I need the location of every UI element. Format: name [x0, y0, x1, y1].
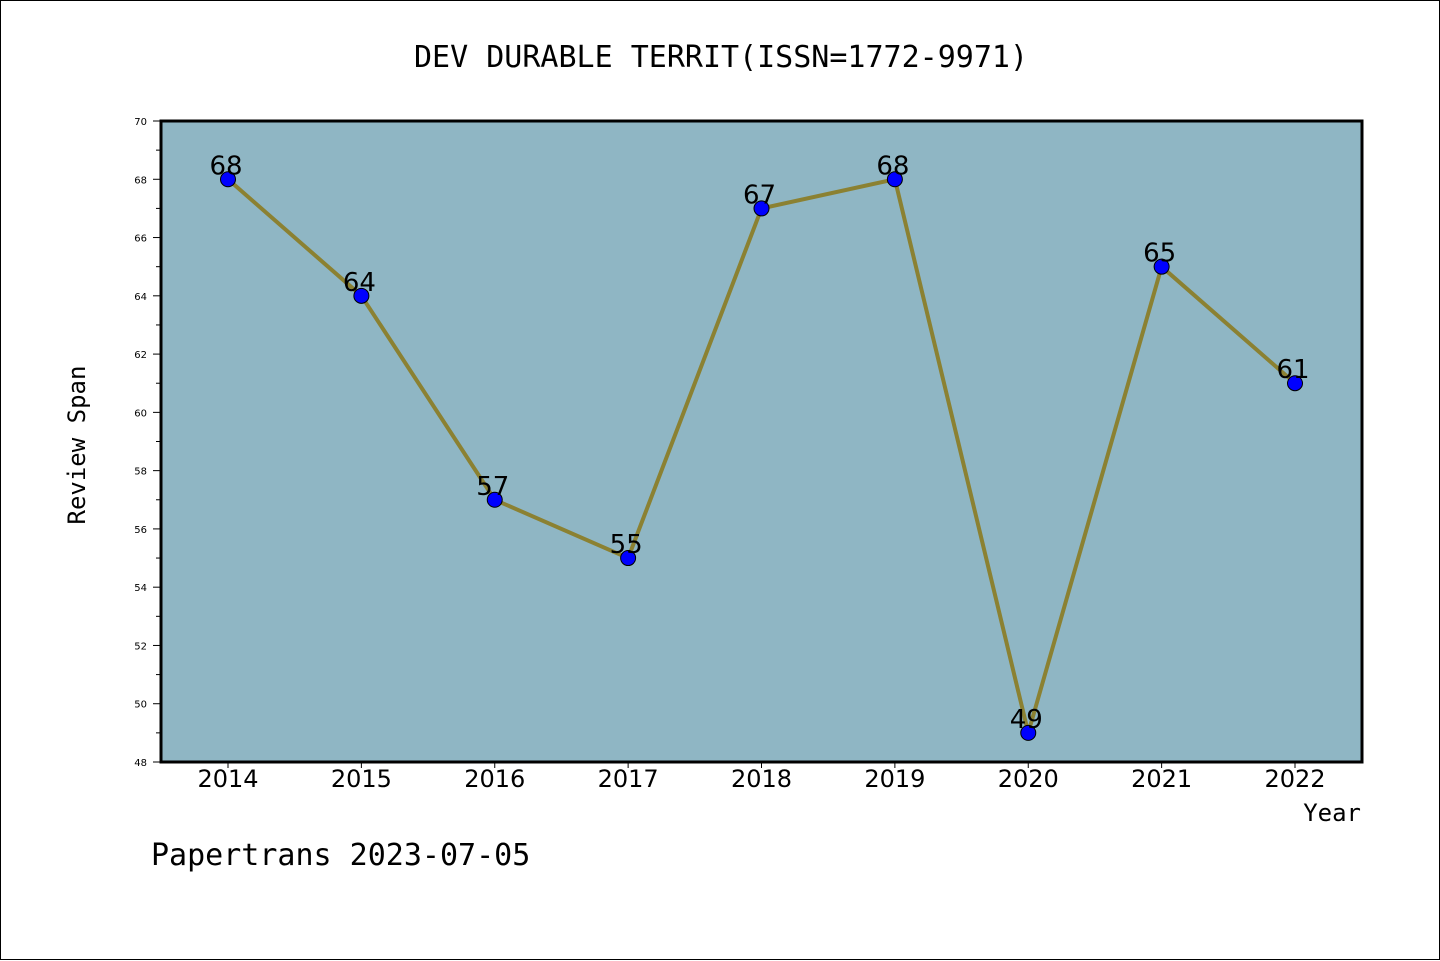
- x-tick-label: 2017: [598, 765, 659, 793]
- data-point: [1153, 258, 1170, 275]
- data-label: 68: [209, 151, 242, 181]
- y-tick-label: 50: [134, 700, 147, 711]
- data-point: [753, 200, 770, 217]
- y-tick-label: 52: [134, 641, 147, 652]
- data-label: 67: [743, 180, 776, 210]
- y-tick-label: 48: [134, 758, 147, 769]
- y-tick-label: 66: [134, 234, 147, 245]
- data-point: [1287, 375, 1303, 392]
- data-label: 64: [343, 268, 376, 298]
- y-tick-label: 54: [134, 583, 147, 594]
- y-tick-label: 58: [134, 467, 147, 478]
- x-tick-label: 2016: [464, 765, 525, 793]
- y-tick-label: 68: [134, 175, 147, 186]
- data-label: 55: [610, 530, 643, 560]
- y-tick-label: 56: [134, 525, 147, 536]
- data-label: 49: [1010, 705, 1043, 735]
- x-axis: 2014 2015 2016 2017 2018 2019 2020 2021 2022: [197, 762, 1326, 793]
- y-tick-label: 64: [134, 292, 147, 303]
- x-tick-label: 2021: [1131, 765, 1192, 793]
- x-tick-label: 2015: [331, 765, 392, 793]
- series-line-group: [220, 171, 1303, 741]
- plot-area: [159, 119, 1364, 764]
- x-axis-label: Year: [1303, 799, 1361, 827]
- data-label: 65: [1143, 239, 1176, 269]
- y-tick-label: 70: [134, 117, 147, 128]
- data-label: 68: [876, 151, 909, 181]
- y-tick-label: 60: [134, 408, 147, 419]
- chart-title: DEV DURABLE TERRIT(ISSN=1772-9971): [414, 40, 1028, 75]
- x-tick-label: 2018: [731, 765, 792, 793]
- data-point: [886, 171, 903, 188]
- data-point: [1020, 724, 1037, 741]
- x-tick-label: 2019: [864, 765, 925, 793]
- x-tick-label: 2020: [998, 765, 1059, 793]
- data-point: [486, 491, 503, 508]
- data-label: 57: [476, 472, 509, 502]
- x-tick-label: 2022: [1264, 765, 1325, 793]
- x-tick-label: 2014: [197, 765, 258, 793]
- y-tick-label: 62: [134, 350, 147, 361]
- data-point: [220, 171, 236, 188]
- data-point: [620, 550, 637, 567]
- y-axis-label: Review Span: [63, 366, 91, 525]
- data-point: [353, 287, 370, 304]
- y-axis: 48 50 52 54 56 58 60 62 64 66 68 70: [134, 117, 161, 769]
- data-label: 61: [1276, 355, 1309, 385]
- footer-text: Papertrans 2023-07-05: [151, 838, 530, 873]
- data-labels-group: 68 64 57 55 67 68 49 65 61: [209, 151, 1309, 735]
